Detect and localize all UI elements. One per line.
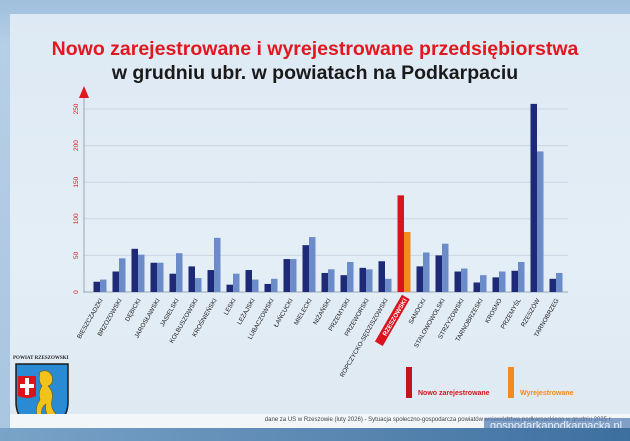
bar-removed bbox=[423, 252, 430, 292]
x-tick-label: SANOCKI bbox=[407, 297, 427, 325]
bar-removed bbox=[195, 278, 202, 292]
bar-removed bbox=[480, 275, 487, 292]
x-tick-label: JASIELSKI bbox=[159, 297, 181, 328]
bar-removed bbox=[385, 278, 392, 292]
bar-new bbox=[321, 272, 328, 292]
y-tick-label: 150 bbox=[73, 176, 80, 187]
footer-bar bbox=[10, 414, 630, 428]
x-tick-label-group: NIŻAŃSKI bbox=[310, 296, 332, 326]
bar-removed bbox=[366, 269, 373, 292]
legend-label-removed: Wyrejestrowane bbox=[520, 390, 574, 397]
bar-removed bbox=[328, 269, 335, 292]
bar-new bbox=[226, 284, 233, 292]
bar-removed bbox=[100, 279, 107, 292]
bar-removed bbox=[347, 261, 354, 292]
chart-title-line2: w grudniu ubr. w powiatach na Podkarpaci… bbox=[111, 62, 519, 84]
bar-new bbox=[454, 271, 461, 292]
bar-removed bbox=[233, 273, 240, 292]
y-tick-label: 100 bbox=[73, 213, 80, 224]
bar-removed bbox=[537, 151, 544, 292]
x-tick-label: NIŻAŃSKI bbox=[310, 296, 332, 326]
bar-removed bbox=[404, 231, 411, 292]
x-tick-label-group: DĘBICKI bbox=[124, 297, 143, 323]
bar-removed bbox=[499, 271, 506, 292]
bar-new bbox=[416, 266, 423, 292]
x-tick-label: LESKI bbox=[223, 297, 238, 316]
bar-removed bbox=[271, 278, 278, 292]
bar-removed bbox=[556, 272, 563, 292]
x-tick-label-group: JASIELSKI bbox=[159, 297, 181, 328]
bar-removed bbox=[119, 258, 126, 292]
bar-new bbox=[435, 255, 442, 292]
y-tick-label: 50 bbox=[73, 251, 80, 259]
bar-new bbox=[530, 103, 537, 292]
bar-new bbox=[264, 283, 271, 292]
bar-new bbox=[492, 277, 499, 292]
bar-removed bbox=[290, 259, 297, 292]
logo-text: POWIAT RZESZOWSKI bbox=[13, 356, 69, 361]
x-tick-label-group: LESKI bbox=[223, 297, 238, 316]
chart-title-line1: Nowo zarejestrowane i wyrejestrowane prz… bbox=[51, 38, 579, 60]
bar-removed bbox=[309, 237, 316, 292]
y-tick-label: 250 bbox=[73, 103, 80, 114]
bar-new bbox=[169, 273, 176, 292]
x-tick-label: MIELECKI bbox=[293, 297, 314, 326]
bar-removed bbox=[442, 243, 449, 292]
bar-removed bbox=[461, 268, 468, 292]
bar-new bbox=[397, 195, 404, 292]
bottom-bar bbox=[0, 428, 630, 441]
chart-panel bbox=[10, 14, 630, 414]
x-tick-label: DĘBICKI bbox=[124, 297, 143, 323]
bar-removed bbox=[157, 262, 164, 292]
bar-new bbox=[93, 281, 100, 292]
bar-new bbox=[549, 278, 556, 292]
bar-removed bbox=[214, 237, 221, 292]
bar-new bbox=[112, 271, 119, 292]
bar-new bbox=[302, 245, 309, 292]
bar-removed bbox=[176, 253, 183, 292]
legend-label-new: Nowo zarejestrowane bbox=[418, 390, 490, 397]
x-tick-label-group: LEŻAJSKI bbox=[234, 296, 256, 326]
legend-swatch-removed bbox=[508, 367, 514, 398]
bar-new bbox=[473, 282, 480, 292]
legend-swatch-new bbox=[406, 367, 412, 398]
y-axis-arrow-icon bbox=[79, 86, 89, 98]
bar-new bbox=[283, 259, 290, 292]
x-tick-label-group: KROSNO bbox=[484, 297, 504, 324]
source-note: dane za US w Rzeszowie (luty 2026) - Syt… bbox=[264, 417, 612, 423]
bar-new bbox=[131, 248, 138, 292]
highlight-label-bg bbox=[374, 294, 410, 347]
y-tick-label: 0 bbox=[73, 290, 80, 294]
bar-new bbox=[359, 267, 366, 292]
bar-removed bbox=[138, 254, 145, 292]
bar-new bbox=[245, 270, 252, 292]
y-tick-label: 200 bbox=[73, 140, 80, 151]
x-tick-label-group: SANOCKI bbox=[407, 297, 427, 325]
x-tick-label: LEŻAJSKI bbox=[234, 296, 256, 326]
bar-new bbox=[150, 262, 157, 292]
bar-new bbox=[378, 261, 385, 292]
x-tick-label: KROSNO bbox=[484, 297, 504, 324]
bar-new bbox=[207, 270, 214, 292]
bar-removed bbox=[252, 279, 259, 292]
bar-removed bbox=[518, 261, 525, 292]
bar-new bbox=[340, 275, 347, 292]
bar-new bbox=[511, 270, 518, 292]
x-tick-label-group: MIELECKI bbox=[293, 297, 314, 326]
bar-new bbox=[188, 266, 195, 292]
